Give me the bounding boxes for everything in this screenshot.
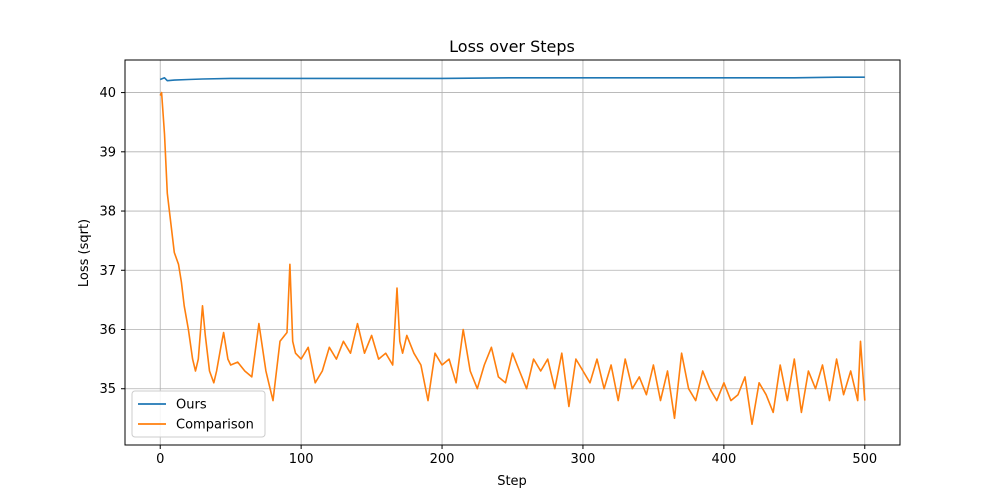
legend: Ours Comparison (131, 390, 266, 438)
y-tick-label: 35 (99, 382, 116, 397)
series-layer (159, 76, 866, 426)
y-tick-label: 36 (99, 323, 116, 338)
y-tick-label: 40 (99, 86, 116, 101)
x-tick-label: 300 (571, 452, 596, 467)
plot-frame (124, 59, 901, 446)
x-axis-title: Step (497, 474, 527, 489)
series-line-comparison (159, 91, 866, 426)
legend-label: Ours (176, 398, 207, 413)
x-tick-label: 0 (156, 452, 164, 467)
x-tick-label: 400 (711, 452, 736, 467)
ticks: 0 100 200 300 400 500 35 36 37 38 39 40 (99, 86, 877, 467)
grid (125, 60, 900, 445)
y-tick-label: 37 (99, 264, 116, 279)
x-tick-label: 500 (852, 452, 877, 467)
chart-title: Loss over Steps (449, 37, 575, 56)
x-tick-label: 100 (289, 452, 314, 467)
legend-label: Comparison (176, 418, 254, 433)
legend-box (131, 390, 266, 438)
y-axis-title: Loss (sqrt) (77, 219, 92, 287)
y-tick-label: 39 (99, 145, 116, 160)
series-line-ours (159, 76, 865, 82)
y-tick-label: 38 (99, 205, 116, 220)
x-tick-label: 200 (430, 452, 455, 467)
